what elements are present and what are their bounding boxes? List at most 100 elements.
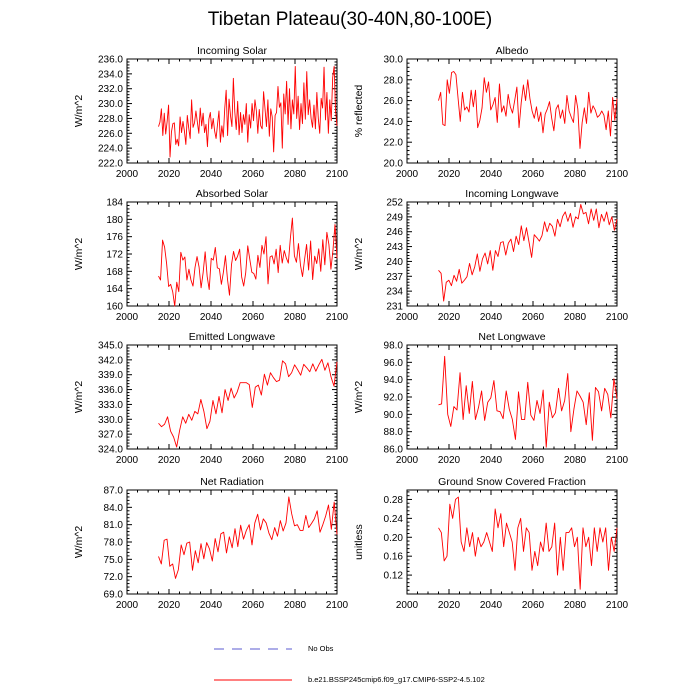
series-line-albedo xyxy=(438,71,618,149)
series-line-absorbed-solar xyxy=(158,217,338,307)
series-line-ground-snow-covered-fraction xyxy=(438,496,618,590)
x-tick-label: 2060 xyxy=(522,312,545,323)
x-tick-label: 2100 xyxy=(326,600,349,611)
y-tick-label: 78.0 xyxy=(104,538,124,549)
y-tick-label: 0.24 xyxy=(384,514,404,525)
y-tick-label: 234.0 xyxy=(98,69,123,80)
figure-title: Tibetan Plateau(30-40N,80-100E) xyxy=(207,9,493,30)
y-tick-label: 330.0 xyxy=(98,415,123,426)
x-tick-label: 2040 xyxy=(480,169,503,180)
y-tick-label: 22.0 xyxy=(384,138,404,149)
x-tick-label: 2040 xyxy=(200,455,223,466)
y-tick-label: 20.0 xyxy=(384,159,404,170)
x-tick-label: 2020 xyxy=(158,312,181,323)
y-tick-label: 24.0 xyxy=(384,117,404,128)
y-tick-label: 168 xyxy=(106,267,123,278)
panel-title: Net Longwave xyxy=(478,331,545,343)
panel-incoming-longwave: 231 234 237 240 243 246 249 252 2000 2020 2040 2060… xyxy=(353,188,629,323)
y-tick-label: 164 xyxy=(106,284,123,295)
x-tick-label: 2060 xyxy=(522,169,545,180)
panel-title: Incoming Longwave xyxy=(465,188,559,200)
x-tick-label: 2080 xyxy=(284,169,307,180)
x-tick-label: 2060 xyxy=(242,169,265,180)
panel-frame xyxy=(126,344,338,450)
y-tick-label: 345.0 xyxy=(98,341,123,352)
y-tick-label: 92.0 xyxy=(384,393,404,404)
panel-title: Ground Snow Covered Fraction xyxy=(438,476,586,488)
x-tick-label: 2100 xyxy=(326,169,349,180)
y-tick-label: 252 xyxy=(386,198,403,209)
y-tick-label: 228.0 xyxy=(98,114,123,125)
x-tick-label: 2040 xyxy=(200,169,223,180)
x-tick-label: 2060 xyxy=(242,312,265,323)
panel-frame xyxy=(406,201,618,307)
panel-ground-snow-covered-fraction: 0.12 0.16 0.20 0.24 0.28 2000 2020 2040 2060 2080… xyxy=(353,476,629,611)
y-tick-label: 0.20 xyxy=(384,533,404,544)
y-tick-label: 342.0 xyxy=(98,355,123,366)
x-tick-label: 2080 xyxy=(564,600,587,611)
y-tick-label: 98.0 xyxy=(384,341,404,352)
y-tick-label: 172 xyxy=(106,250,123,261)
y-tick-label: 231 xyxy=(386,302,403,313)
y-tick-label: 336.0 xyxy=(98,385,123,396)
y-tick-label: 180 xyxy=(106,215,123,226)
panel-title: Absorbed Solar xyxy=(196,188,269,200)
y-tick-label: 87.0 xyxy=(104,486,124,497)
y-tick-label: 81.0 xyxy=(104,520,124,531)
panel-absorbed-solar: 160 164 168 172 176 180 184 2000 2020 2040 2060 208… xyxy=(73,188,349,323)
y-axis-label: W/m^2 xyxy=(73,238,85,271)
x-tick-label: 2040 xyxy=(480,455,503,466)
x-tick-label: 2100 xyxy=(326,455,349,466)
y-axis-label: W/m^2 xyxy=(353,381,365,414)
x-tick-label: 2020 xyxy=(438,169,461,180)
y-tick-label: 240 xyxy=(386,257,403,268)
series-line-emitted-longwave xyxy=(158,358,338,448)
x-tick-label: 2020 xyxy=(438,455,461,466)
y-tick-label: 224.0 xyxy=(98,144,123,155)
y-tick-label: 30.0 xyxy=(384,55,404,66)
series-line-net-radiation xyxy=(158,496,338,579)
y-tick-label: 246 xyxy=(386,227,403,238)
y-tick-label: 249 xyxy=(386,212,403,223)
x-tick-label: 2060 xyxy=(522,455,545,466)
x-tick-label: 2100 xyxy=(606,169,629,180)
y-axis-label: W/m^2 xyxy=(73,381,85,414)
legend: No Obs b.e21.BSSP245cmip6.f09_g17.CMIP6-… xyxy=(0,640,700,690)
y-tick-label: 86.0 xyxy=(384,445,404,456)
y-axis-label: W/m^2 xyxy=(73,526,85,559)
y-tick-label: 88.0 xyxy=(384,427,404,438)
y-tick-label: 184 xyxy=(106,198,123,209)
x-tick-label: 2020 xyxy=(158,169,181,180)
x-tick-label: 2100 xyxy=(606,312,629,323)
x-tick-label: 2000 xyxy=(396,600,419,611)
y-tick-label: 160 xyxy=(106,302,123,313)
y-tick-label: 333.0 xyxy=(98,400,123,411)
y-tick-label: 28.0 xyxy=(384,75,404,86)
y-tick-label: 236.0 xyxy=(98,55,123,66)
x-tick-label: 2020 xyxy=(438,312,461,323)
x-tick-label: 2100 xyxy=(606,455,629,466)
x-tick-label: 2000 xyxy=(396,169,419,180)
x-tick-label: 2060 xyxy=(522,600,545,611)
y-tick-label: 226.0 xyxy=(98,129,123,140)
y-axis-label: W/m^2 xyxy=(73,95,85,128)
panel-net-longwave: 86.0 88.0 90.0 92.0 94.0 96.0 98.0 2000 2020 2040… xyxy=(353,331,629,466)
y-tick-label: 0.28 xyxy=(384,495,404,506)
x-tick-label: 2080 xyxy=(284,312,307,323)
panel-emitted-longwave: 324.0 327.0 330.0 333.0 336.0 339.0 342.0 345.0… xyxy=(73,331,349,466)
y-tick-label: 69.0 xyxy=(104,590,124,601)
series-line-net-longwave xyxy=(438,355,618,448)
legend-model-label: b.e21.BSSP245cmip6.f09_g17.CMIP6-SSP2-4.… xyxy=(308,675,485,684)
x-tick-label: 2040 xyxy=(480,600,503,611)
y-tick-label: 222.0 xyxy=(98,159,123,170)
y-tick-label: 243 xyxy=(386,242,403,253)
x-tick-label: 2000 xyxy=(116,600,139,611)
panel-title: Net Radiation xyxy=(200,476,264,488)
x-tick-label: 2000 xyxy=(396,455,419,466)
panel-title: Emitted Longwave xyxy=(189,331,276,343)
x-tick-label: 2000 xyxy=(116,312,139,323)
y-tick-label: 339.0 xyxy=(98,370,123,381)
x-tick-label: 2100 xyxy=(326,312,349,323)
x-tick-label: 2060 xyxy=(242,455,265,466)
